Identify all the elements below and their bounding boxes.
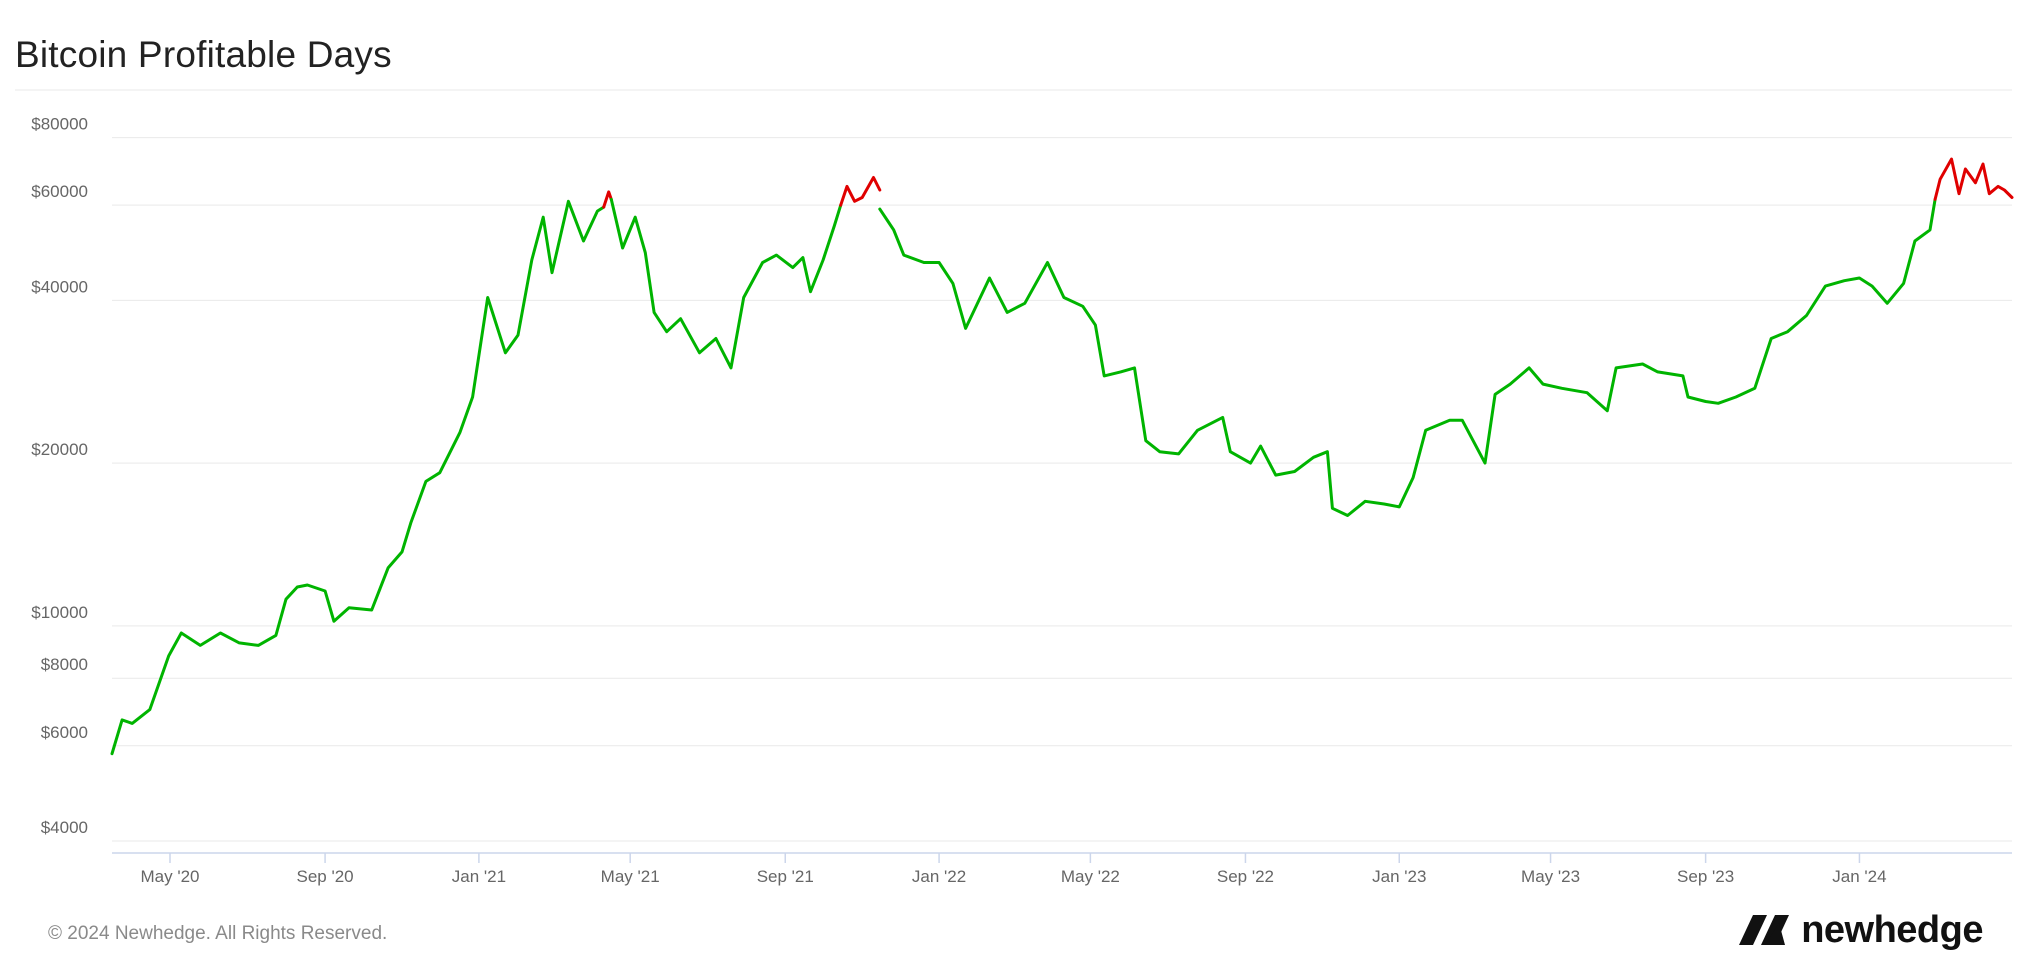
x-tick-label: Jan '22 xyxy=(912,867,966,886)
x-tick-label: Sep '20 xyxy=(297,867,354,886)
y-tick-label: $20000 xyxy=(31,440,88,459)
x-tick-label: Jan '23 xyxy=(1372,867,1426,886)
y-tick-label: $40000 xyxy=(31,277,88,296)
y-tick-label: $6000 xyxy=(41,723,88,742)
y-tick-label: $10000 xyxy=(31,603,88,622)
y-grid-lines xyxy=(112,137,2012,842)
y-tick-label: $4000 xyxy=(41,818,88,837)
x-tick-label: May '20 xyxy=(140,867,199,886)
x-tick-label: Jan '21 xyxy=(452,867,506,886)
x-tick-label: May '23 xyxy=(1521,867,1580,886)
newhedge-logo-icon xyxy=(1739,915,1790,945)
y-tick-label: $60000 xyxy=(31,182,88,201)
x-tick-label: Sep '23 xyxy=(1677,867,1734,886)
profitable-segment xyxy=(110,199,606,756)
x-tick-label: May '21 xyxy=(601,867,660,886)
profitable-segment xyxy=(609,197,843,370)
copyright-text: © 2024 Newhedge. All Rights Reserved. xyxy=(48,923,388,944)
price-line xyxy=(110,157,2014,756)
x-tick-label: Jan '24 xyxy=(1832,867,1886,886)
y-tick-label: $8000 xyxy=(41,655,88,674)
unprofitable-segment xyxy=(602,190,613,209)
chart-title: Bitcoin Profitable Days xyxy=(15,34,392,75)
y-axis-labels: $4000 $6000 $8000 $10000 $20000 $40000 $60000 $… xyxy=(31,115,88,837)
x-axis-labels: May '20 Sep '20 Jan '21 May '21 Sep '21 Jan '… xyxy=(140,853,1887,886)
unprofitable-segment xyxy=(839,176,882,207)
unprofitable-segment xyxy=(1933,157,2014,201)
profitable-segment xyxy=(878,197,1937,517)
x-tick-label: Sep '22 xyxy=(1217,867,1274,886)
y-tick-label: $80000 xyxy=(31,115,88,134)
x-tick-label: May '22 xyxy=(1061,867,1120,886)
brand-name: newhedge xyxy=(1801,908,1983,951)
brand-logo[interactable]: newhedge xyxy=(1739,908,1983,952)
x-tick-label: Sep '21 xyxy=(757,867,814,886)
